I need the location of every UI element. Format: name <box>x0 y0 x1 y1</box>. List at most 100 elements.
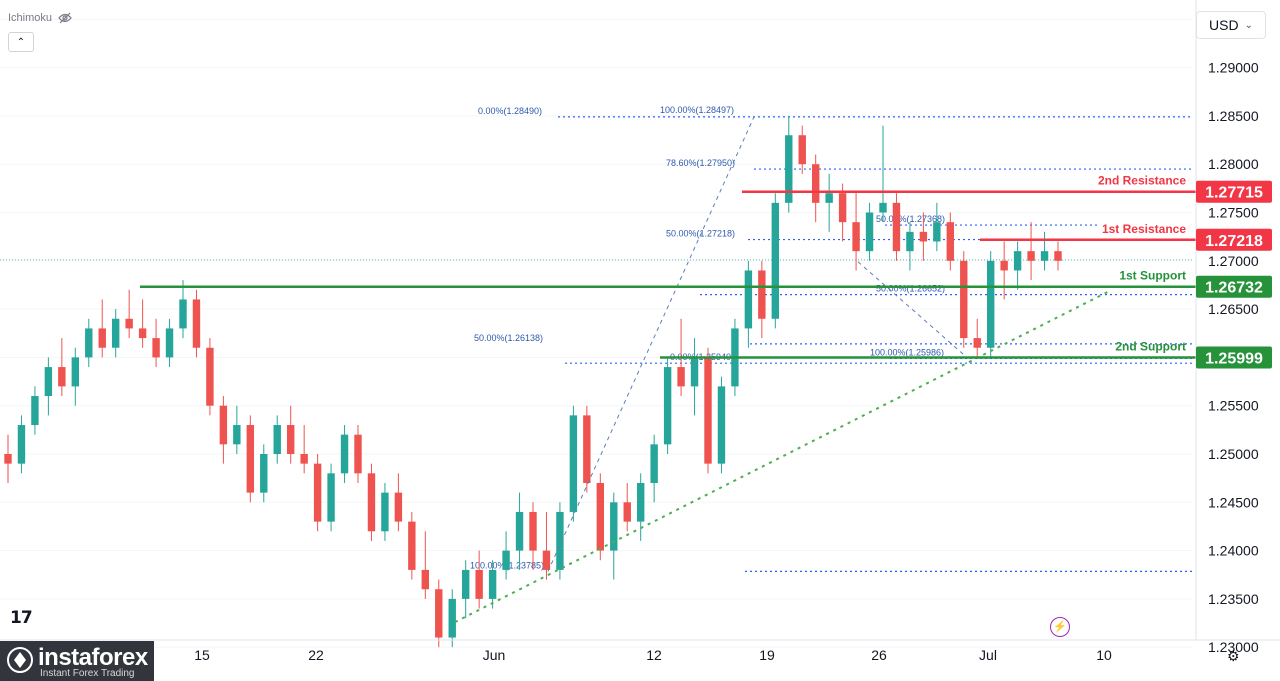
candle <box>919 212 928 261</box>
level-badge-2 <box>1196 275 1272 298</box>
candle <box>31 386 39 435</box>
price-tick-6: 1.26500 <box>1208 301 1259 317</box>
candle <box>892 193 901 261</box>
candle <box>623 482 631 532</box>
time-tick-7: Jul <box>979 647 997 663</box>
level-label-0: 2nd Resistance <box>1098 174 1186 188</box>
level-badge-value-1: 1.27218 <box>1205 233 1263 250</box>
chevron-up-icon: ⌃ <box>16 36 26 48</box>
time-tick-4: 12 <box>646 647 662 663</box>
price-tick-1: 1.29000 <box>1208 60 1259 76</box>
price-tick-4: 1.27500 <box>1208 205 1259 221</box>
price-tick-3: 1.28000 <box>1208 156 1259 172</box>
candle <box>340 425 349 483</box>
lightning-icon[interactable]: ⚡ <box>1050 617 1070 637</box>
candle <box>798 125 806 174</box>
price-tick-12: 1.23500 <box>1208 591 1259 607</box>
candle <box>960 251 968 348</box>
candle <box>610 492 618 580</box>
overlay-lines <box>140 116 1196 623</box>
time-tick-5: 19 <box>759 647 775 663</box>
candle <box>852 193 860 271</box>
level-badge-0 <box>1196 180 1272 203</box>
candle <box>435 579 443 648</box>
candle <box>58 338 66 397</box>
candle <box>1000 241 1008 300</box>
price-tick-2: 1.28500 <box>1208 108 1259 124</box>
indicator-name[interactable]: Ichimoku <box>8 12 53 24</box>
candle <box>475 550 483 609</box>
candle <box>690 338 699 416</box>
fib-diagonal <box>857 261 969 359</box>
time-tick-1: 15 <box>194 647 210 663</box>
candle <box>1027 222 1035 281</box>
currency-label: USD <box>1209 17 1239 33</box>
candle <box>636 473 645 541</box>
price-tick-9: 1.25000 <box>1208 446 1259 462</box>
level-badge-1 <box>1196 228 1272 251</box>
candle <box>825 173 833 232</box>
level-price-badges: 1.27715 1.27218 1.26732 1.25999 <box>1196 180 1272 369</box>
price-tick-13: 1.23000 <box>1208 639 1259 655</box>
tradingview-logo: 17 <box>10 608 33 628</box>
level-label-1: 1st Resistance <box>1102 222 1186 236</box>
price-tick-8: 1.25500 <box>1208 398 1259 414</box>
candle <box>394 473 403 532</box>
candle <box>502 531 510 580</box>
fib-label-8: 100.00%(1.25986) <box>870 347 944 357</box>
candle <box>17 415 26 474</box>
eye-off-icon[interactable] <box>58 12 72 24</box>
candle <box>785 115 793 213</box>
candle <box>260 444 268 503</box>
candle <box>556 502 564 580</box>
level-badge-3 <box>1196 346 1272 369</box>
candle <box>233 405 241 454</box>
level-badge-value-0: 1.27715 <box>1205 185 1263 202</box>
currency-selector[interactable]: USD ⌄ <box>1196 11 1266 39</box>
candle <box>219 396 228 464</box>
candle <box>529 502 537 570</box>
candle <box>381 482 389 541</box>
candle <box>408 511 416 580</box>
candle <box>1013 241 1022 290</box>
candle <box>515 492 524 570</box>
candle <box>286 405 295 464</box>
candle <box>461 560 470 619</box>
candle <box>4 434 12 483</box>
candle <box>273 415 281 464</box>
time-axis: 15 22 Jun 12 19 26 Jul 10 <box>194 647 1112 663</box>
level-label-3: 2nd Support <box>1115 340 1186 354</box>
fib-label-4: 50.00%(1.27368) <box>876 214 945 224</box>
candle <box>596 473 605 561</box>
candle <box>192 289 201 358</box>
settings-icon[interactable]: ⚙ <box>1227 648 1240 664</box>
fib-label-0: 0.00%(1.28490) <box>478 106 542 116</box>
price-tick-11: 1.24000 <box>1208 543 1259 559</box>
candle <box>206 338 214 416</box>
indicator-legend[interactable]: Ichimoku <box>8 12 72 24</box>
fibonacci-labels: 0.00%(1.28490) 100.00%(1.28497) 78.60%(1.2… <box>470 105 945 570</box>
candle <box>811 154 820 223</box>
candle <box>85 318 93 368</box>
candle <box>488 560 497 609</box>
candle <box>717 376 726 474</box>
candle <box>367 463 376 541</box>
candle <box>1040 231 1049 271</box>
candle <box>879 125 887 223</box>
candle <box>946 212 955 271</box>
candle <box>98 299 106 358</box>
price-axis: 1.295001.290001.285001.280001.275001.270… <box>0 0 1280 655</box>
fibonacci-lines <box>0 116 1192 572</box>
candle <box>152 318 160 368</box>
fib-diagonal <box>547 116 755 572</box>
brand-icon <box>7 647 33 673</box>
level-labels: 2nd Resistance 1st Resistance 1st Support 2… <box>1098 174 1186 354</box>
collapse-button[interactable]: ⌃ <box>8 32 34 52</box>
candle <box>313 454 322 532</box>
candle <box>246 415 255 503</box>
candle <box>44 357 53 416</box>
candle <box>569 405 578 522</box>
fib-label-2: 78.60%(1.27950) <box>666 158 735 168</box>
candle <box>71 347 80 406</box>
